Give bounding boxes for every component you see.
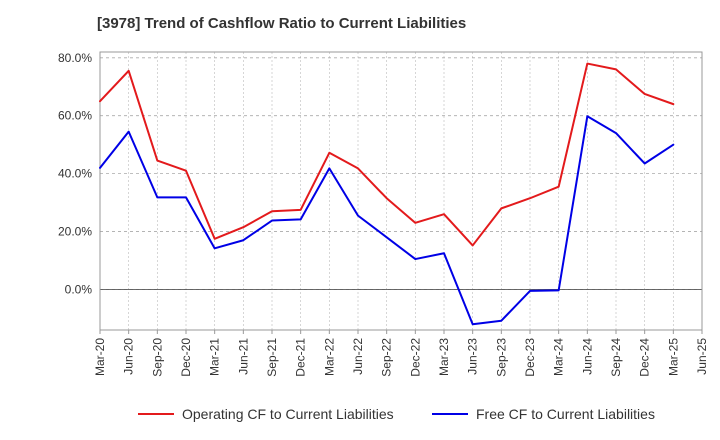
x-tick-label: Mar-22 xyxy=(322,338,336,376)
plot-frame xyxy=(99,51,703,331)
x-tick-label: Sep-22 xyxy=(380,338,394,377)
x-tick-label: Jun-24 xyxy=(580,338,594,375)
x-tick-label: Mar-23 xyxy=(437,338,451,376)
x-tick-label: Dec-24 xyxy=(638,338,652,377)
series-line-2 xyxy=(99,115,675,326)
y-tick-label: 20.0% xyxy=(58,225,92,239)
x-tick-label: Mar-20 xyxy=(93,338,107,376)
x-tick-label: Sep-23 xyxy=(494,338,508,377)
x-tick-label: Sep-21 xyxy=(265,338,279,377)
y-tick-label: 60.0% xyxy=(58,109,92,123)
x-tick-label: Sep-24 xyxy=(609,338,623,377)
x-tick-label: Jun-25 xyxy=(695,338,709,375)
x-tick-label: Mar-21 xyxy=(208,338,222,376)
x-tick-label: Jun-22 xyxy=(351,338,365,375)
y-tick-label: 40.0% xyxy=(58,167,92,181)
x-tick-label: Mar-25 xyxy=(666,338,680,376)
x-tick-label: Dec-22 xyxy=(408,338,422,377)
x-tick-label: Dec-23 xyxy=(523,338,537,377)
y-tick-label: 0.0% xyxy=(65,282,93,296)
x-tick-label: Jun-21 xyxy=(236,338,250,375)
series-line-1 xyxy=(99,62,675,247)
x-tick-label: Dec-20 xyxy=(179,338,193,377)
y-tick-label: 80.0% xyxy=(58,51,92,65)
x-tick-label: Sep-20 xyxy=(150,338,164,377)
x-tick-label: Jun-20 xyxy=(122,338,136,375)
x-tick-label: Mar-24 xyxy=(552,338,566,376)
x-tick-label: Jun-23 xyxy=(466,338,480,375)
x-tick-label: Dec-21 xyxy=(294,338,308,377)
legend-label-2: Free CF to Current Liabilities xyxy=(476,406,655,422)
legend-label-1: Operating CF to Current Liabilities xyxy=(182,406,394,422)
chart-title: [3978] Trend of Cashflow Ratio to Curren… xyxy=(97,15,467,32)
